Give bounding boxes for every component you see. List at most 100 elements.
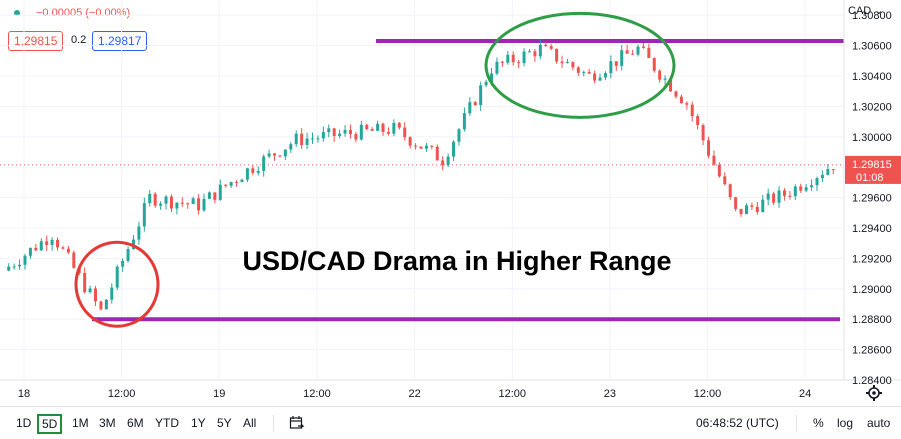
candle-body xyxy=(446,156,450,166)
spread-value: 0.2 xyxy=(71,34,87,46)
candle-body xyxy=(175,202,179,209)
candle-body xyxy=(18,264,22,267)
range-ytd[interactable]: YTD xyxy=(155,416,179,430)
candle-body xyxy=(240,179,244,183)
candle-body xyxy=(609,61,613,74)
range-1m[interactable]: 1M xyxy=(72,416,89,430)
candle-body xyxy=(652,58,656,71)
time-tick-label: 19 xyxy=(213,388,225,400)
candle-body xyxy=(300,133,304,145)
price-tick-label: 1.29200 xyxy=(852,253,892,265)
candle-body xyxy=(723,176,727,185)
candle-body xyxy=(414,145,418,147)
candle-body xyxy=(679,96,683,104)
candle-body xyxy=(810,185,814,188)
candle-body xyxy=(658,70,662,80)
candle-body xyxy=(424,145,428,149)
candle-body xyxy=(815,178,819,186)
candle-body xyxy=(565,62,569,64)
candle-body xyxy=(772,193,776,203)
range-1y[interactable]: 1Y xyxy=(191,416,206,430)
candle-body xyxy=(28,247,32,256)
candle-body xyxy=(473,102,477,106)
candle-body xyxy=(490,73,494,82)
candle-body xyxy=(636,46,640,55)
candle-body xyxy=(712,155,716,165)
auto-toggle[interactable]: auto xyxy=(867,416,891,430)
candle-body xyxy=(94,288,98,302)
candle-body xyxy=(641,46,645,48)
candle-body xyxy=(468,102,472,114)
market-status-dot xyxy=(14,10,20,16)
currency-selector[interactable]: CAD ⌄ xyxy=(848,5,884,17)
candle-body xyxy=(153,193,157,206)
candle-body xyxy=(782,190,786,196)
price-tick-label: 1.30400 xyxy=(852,71,892,83)
candle-body xyxy=(12,266,16,268)
chart-grid xyxy=(0,0,844,381)
candle-body xyxy=(311,138,315,140)
candle-body xyxy=(7,266,11,271)
candle-body xyxy=(235,182,239,184)
candle-body xyxy=(88,288,92,293)
candle-body xyxy=(61,247,65,249)
utc-clock[interactable]: 06:48:52 (UTC) xyxy=(696,416,779,430)
candle-body xyxy=(484,81,488,86)
candle-body xyxy=(39,241,43,251)
candle-body xyxy=(576,67,580,73)
candle-body xyxy=(305,138,309,145)
candle-body xyxy=(164,196,168,204)
candle-body xyxy=(717,164,721,177)
candle-body xyxy=(631,53,635,55)
price-tick-label: 1.28800 xyxy=(852,314,892,326)
candle-body xyxy=(598,77,602,81)
candle-body xyxy=(381,123,385,132)
candle-body xyxy=(452,141,456,157)
range-all[interactable]: All xyxy=(243,416,257,430)
candle-body xyxy=(647,47,651,59)
candle-body xyxy=(197,198,201,211)
price-chart[interactable]: 1.28400 1.28600 1.28800 1.29000 1.29200 1.294… xyxy=(0,0,901,406)
candle-body xyxy=(441,160,445,166)
candle-body xyxy=(587,71,591,74)
range-3m[interactable]: 3M xyxy=(99,416,116,430)
time-tick-label: 18 xyxy=(18,388,30,400)
candle-body xyxy=(500,61,504,63)
time-tick-label: 23 xyxy=(604,388,616,400)
candle-body xyxy=(761,199,765,213)
candle-body xyxy=(251,168,255,173)
candle-body xyxy=(419,146,423,149)
price-tick-label: 1.29400 xyxy=(852,223,892,235)
price-tick-label: 1.29600 xyxy=(852,193,892,205)
range-5y[interactable]: 5Y xyxy=(217,416,232,430)
range-5d[interactable]: 5D xyxy=(37,414,63,434)
annotation-circles xyxy=(74,11,676,328)
range-6m[interactable]: 6M xyxy=(127,416,144,430)
log-toggle[interactable]: log xyxy=(837,416,854,430)
time-tick-label: 24 xyxy=(799,388,811,400)
candle-body xyxy=(663,78,667,80)
high-range-circle xyxy=(484,11,676,119)
candle-body xyxy=(408,137,412,146)
candle-body xyxy=(620,50,624,66)
candle-body xyxy=(126,249,130,261)
candle-body xyxy=(696,116,700,126)
candle-body xyxy=(392,123,396,134)
settings-gear-icon[interactable] xyxy=(866,385,882,401)
candle-body xyxy=(327,128,331,133)
range-1d[interactable]: 1D xyxy=(16,416,32,430)
percent-toggle[interactable]: % xyxy=(813,416,824,430)
candle-body xyxy=(262,156,266,171)
time-tick-label: 12:00 xyxy=(694,388,722,400)
candle-body xyxy=(571,62,575,68)
candle-body xyxy=(739,208,743,215)
candle-body xyxy=(707,140,711,156)
candle-body xyxy=(283,149,287,157)
low-range-circle xyxy=(74,240,160,328)
candle-body xyxy=(104,299,108,310)
date-range-icon[interactable] xyxy=(289,415,305,431)
candle-body xyxy=(321,132,325,139)
chart-title: USD/CAD Drama in Higher Range xyxy=(242,246,671,276)
candle-body xyxy=(527,51,531,53)
candle-body xyxy=(701,125,705,141)
